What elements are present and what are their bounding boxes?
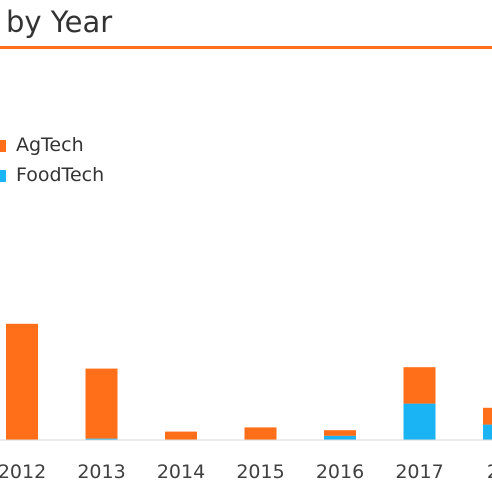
bar-agtech-2014 (165, 431, 197, 440)
x-tick-label-2013: 2013 (77, 461, 125, 483)
bar-agtech-2017 (403, 367, 436, 404)
x-tick-label-2015: 2015 (236, 461, 284, 483)
bar-foodtech-20 (483, 424, 492, 440)
legend-swatch-agtech (0, 140, 6, 152)
bar-agtech-2015 (244, 427, 277, 440)
x-tick-label-2016: 2016 (316, 461, 364, 483)
legend: AgTech FoodTech (0, 130, 104, 190)
chart-title: by Year (6, 5, 113, 39)
x-tick-labels: 2012 2013 2014 2015 2016 2017 20 (0, 461, 492, 483)
bar-agtech-2013 (85, 368, 118, 439)
bar-foodtech-2013 (85, 438, 118, 440)
bar-agtech-2012 (6, 323, 38, 440)
legend-label-foodtech: FoodTech (16, 164, 105, 186)
bar-foodtech-2017 (403, 403, 436, 440)
x-tick-label-2017: 2017 (395, 461, 443, 483)
x-tick-label-2012: 2012 (0, 461, 46, 483)
bar-agtech-2016 (324, 430, 356, 436)
legend-item-foodtech: FoodTech (0, 160, 104, 190)
x-tick-label-20: 20 (487, 461, 492, 483)
legend-item-agtech: AgTech (0, 130, 104, 160)
bar-agtech-20 (483, 407, 492, 425)
x-tick-label-2014: 2014 (157, 461, 205, 483)
legend-label-agtech: AgTech (16, 134, 84, 156)
bars-layer (6, 323, 492, 440)
bar-foodtech-2016 (324, 435, 356, 440)
legend-swatch-foodtech (0, 170, 6, 182)
title-underline (0, 46, 492, 49)
